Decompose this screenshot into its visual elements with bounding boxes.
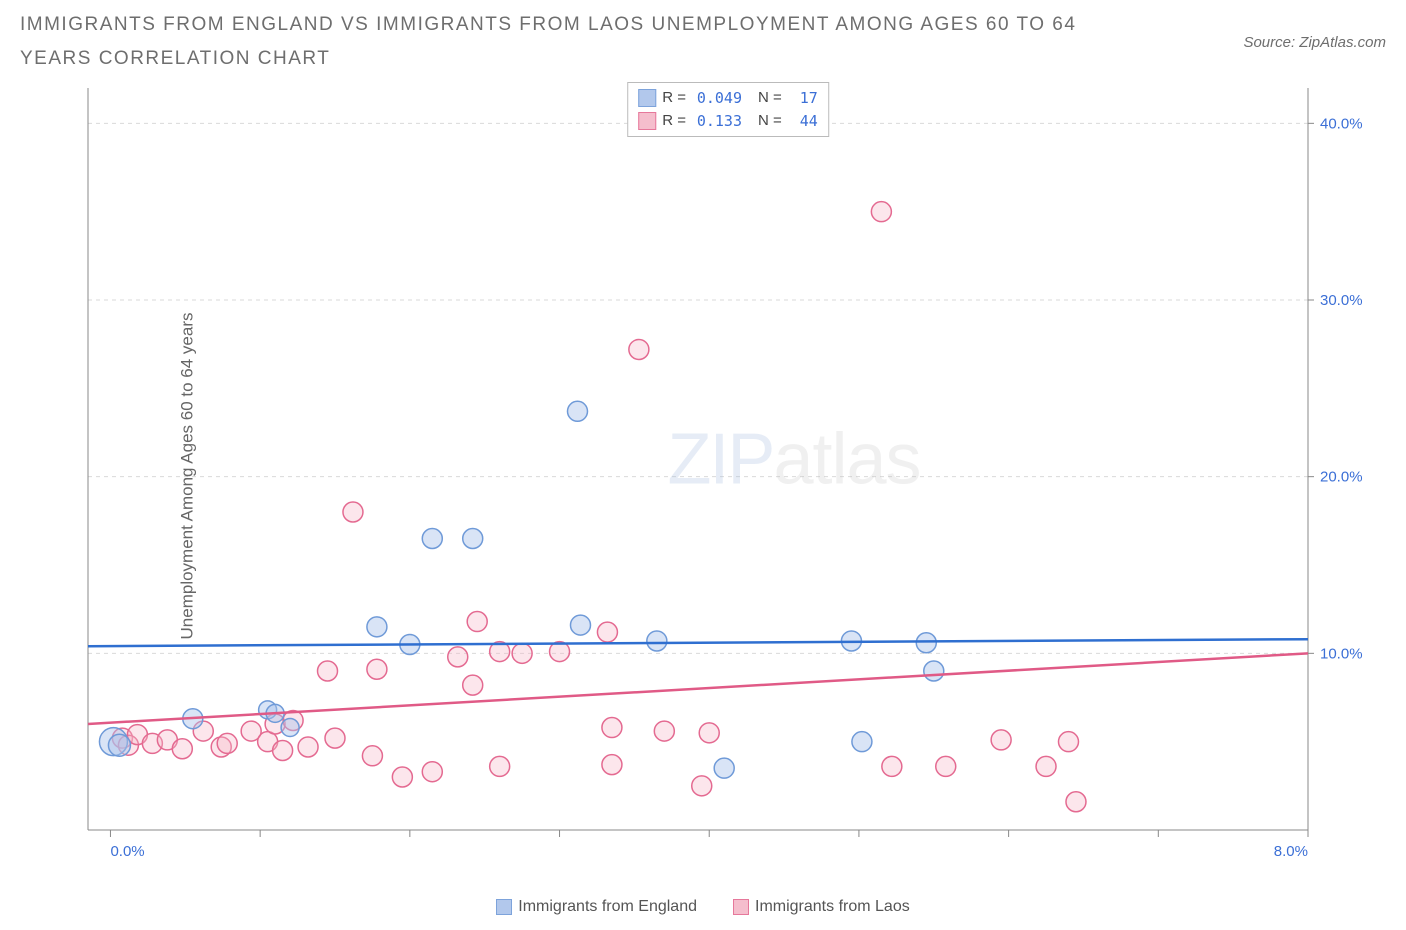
n-value: 44 bbox=[788, 110, 818, 133]
y-tick-label: 10.0% bbox=[1320, 645, 1363, 662]
trend-line bbox=[88, 639, 1308, 646]
data-point bbox=[654, 721, 674, 741]
data-point bbox=[490, 756, 510, 776]
data-point bbox=[597, 622, 617, 642]
series-label: Immigrants from Laos bbox=[755, 898, 910, 916]
trend-line bbox=[88, 653, 1308, 724]
series-legend: Immigrants from England Immigrants from L… bbox=[0, 898, 1406, 920]
data-point bbox=[108, 734, 130, 756]
series-label: Immigrants from England bbox=[518, 898, 697, 916]
chart-title: IMMIGRANTS FROM ENGLAND VS IMMIGRANTS FR… bbox=[20, 8, 1120, 76]
data-point bbox=[172, 739, 192, 759]
data-point bbox=[217, 733, 237, 753]
data-point bbox=[699, 723, 719, 743]
r-label: R = bbox=[662, 87, 686, 110]
data-point bbox=[629, 339, 649, 359]
n-value: 17 bbox=[788, 87, 818, 110]
legend-swatch bbox=[638, 89, 656, 107]
data-point bbox=[882, 756, 902, 776]
data-point bbox=[448, 647, 468, 667]
data-point bbox=[298, 737, 318, 757]
data-point bbox=[692, 776, 712, 796]
data-point bbox=[325, 728, 345, 748]
data-point bbox=[512, 643, 532, 663]
data-point bbox=[602, 755, 622, 775]
data-point bbox=[422, 762, 442, 782]
data-point bbox=[714, 758, 734, 778]
data-point bbox=[991, 730, 1011, 750]
legend-swatch bbox=[733, 899, 749, 915]
n-label: N = bbox=[758, 110, 782, 133]
data-point bbox=[647, 631, 667, 651]
series-legend-item: Immigrants from England bbox=[496, 898, 697, 916]
legend-swatch bbox=[638, 112, 656, 130]
data-point bbox=[570, 615, 590, 635]
data-point bbox=[1036, 756, 1056, 776]
data-point bbox=[1058, 732, 1078, 752]
stats-legend-row: R = 0.133 N = 44 bbox=[638, 110, 818, 133]
data-point bbox=[467, 612, 487, 632]
scatter-chart: 0.0% 8.0% 10.0% 20.0% 30.0% 40.0% bbox=[68, 82, 1388, 870]
data-point bbox=[567, 401, 587, 421]
data-point bbox=[1066, 792, 1086, 812]
header: IMMIGRANTS FROM ENGLAND VS IMMIGRANTS FR… bbox=[0, 0, 1406, 76]
data-point bbox=[362, 746, 382, 766]
data-point bbox=[852, 732, 872, 752]
data-point bbox=[281, 719, 299, 737]
data-point bbox=[273, 741, 293, 761]
r-value: 0.133 bbox=[692, 110, 742, 133]
stats-legend: R = 0.049 N = 17 R = 0.133 N = 44 bbox=[627, 82, 829, 137]
x-tick-label: 8.0% bbox=[1274, 843, 1308, 860]
data-point bbox=[463, 675, 483, 695]
y-axis-label: Unemployment Among Ages 60 to 64 years bbox=[177, 313, 197, 640]
data-point bbox=[916, 633, 936, 653]
y-tick-label: 40.0% bbox=[1320, 115, 1363, 132]
y-tick-label: 20.0% bbox=[1320, 469, 1363, 486]
r-value: 0.049 bbox=[692, 87, 742, 110]
legend-swatch bbox=[496, 899, 512, 915]
x-tick-label: 0.0% bbox=[110, 843, 144, 860]
data-point bbox=[871, 202, 891, 222]
y-tick-label: 30.0% bbox=[1320, 292, 1363, 309]
source-label: Source: ZipAtlas.com bbox=[1243, 8, 1386, 51]
data-point bbox=[367, 659, 387, 679]
data-point bbox=[392, 767, 412, 787]
plot-area: Unemployment Among Ages 60 to 64 years Z… bbox=[68, 82, 1388, 870]
data-point bbox=[343, 502, 363, 522]
data-point bbox=[422, 529, 442, 549]
n-label: N = bbox=[758, 87, 782, 110]
data-point bbox=[463, 529, 483, 549]
data-point bbox=[318, 661, 338, 681]
data-point bbox=[936, 756, 956, 776]
data-point bbox=[924, 661, 944, 681]
series-legend-item: Immigrants from Laos bbox=[733, 898, 910, 916]
stats-legend-row: R = 0.049 N = 17 bbox=[638, 87, 818, 110]
data-point bbox=[602, 718, 622, 738]
data-point bbox=[367, 617, 387, 637]
r-label: R = bbox=[662, 110, 686, 133]
